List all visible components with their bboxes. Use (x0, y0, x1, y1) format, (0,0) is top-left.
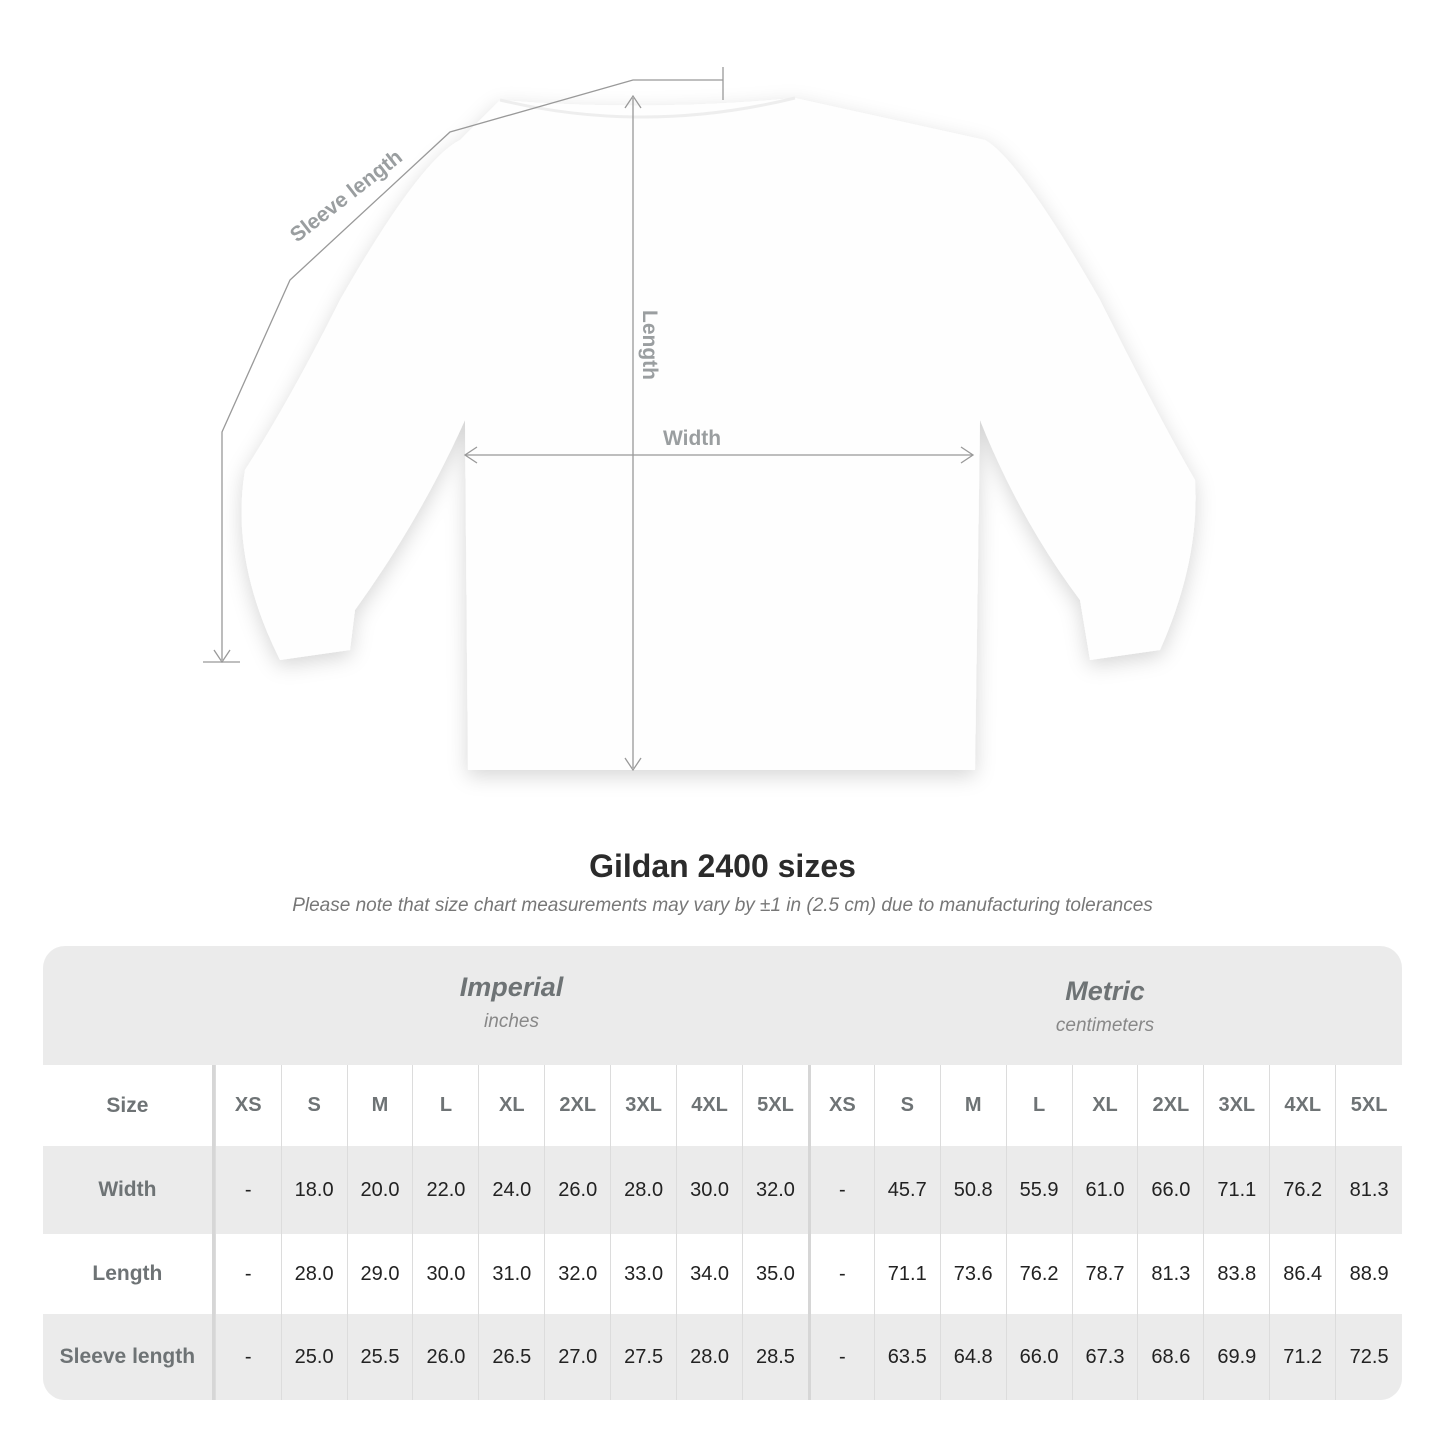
value-cell: 50.8 (939, 1146, 1006, 1234)
value-cell: - (214, 1234, 281, 1314)
value-cell: 55.9 (1005, 1146, 1072, 1234)
tolerance-note: Please note that size chart measurements… (292, 895, 1153, 916)
size-header-cell: 4XL (676, 1065, 742, 1146)
size-header-cell: 3XL (610, 1065, 676, 1146)
metric-header: Metric centimeters (808, 950, 1402, 1067)
value-cell: 34.0 (676, 1234, 742, 1314)
value-cell: - (214, 1146, 281, 1234)
value-cell: 35.0 (742, 1234, 808, 1314)
sleeve-measure-line (221, 79, 723, 660)
row-label: Length (43, 1234, 215, 1314)
value-cell: 88.9 (1335, 1234, 1402, 1314)
size-header-cell: 5XL (742, 1065, 808, 1146)
value-cell: 32.0 (742, 1146, 808, 1234)
length-label: Length (638, 310, 661, 380)
value-cell: 27.0 (544, 1314, 610, 1400)
value-cell: - (807, 1146, 874, 1234)
size-header-cell: XS (807, 1065, 874, 1146)
imperial-title: Imperial (459, 972, 564, 1002)
value-cell: 29.0 (346, 1234, 413, 1314)
value-cell: 26.0 (412, 1314, 478, 1400)
size-header-cell: 2XL (1137, 1065, 1203, 1146)
value-cell: 33.0 (610, 1234, 676, 1314)
size-table: Imperial inches Metric centimeters Size X… (43, 946, 1402, 1400)
size-header-cell: XL (478, 1065, 544, 1146)
value-cell: 78.7 (1071, 1234, 1138, 1314)
size-header-cell: 4XL (1269, 1065, 1335, 1146)
value-cell: 20.0 (346, 1146, 413, 1234)
value-cell: 61.0 (1071, 1146, 1138, 1234)
value-cell: - (214, 1314, 281, 1400)
imperial-unit: inches (484, 1011, 539, 1032)
value-cell: 24.0 (478, 1146, 544, 1234)
value-cell: 73.6 (939, 1234, 1006, 1314)
value-cell: 22.0 (412, 1146, 478, 1234)
size-header-cell: XS (214, 1065, 281, 1146)
value-cell: 64.8 (939, 1314, 1006, 1400)
page-title: Gildan 2400 sizes (589, 848, 856, 884)
metric-title: Metric (1065, 976, 1145, 1006)
value-cell: 66.0 (1137, 1146, 1203, 1234)
imperial-header: Imperial inches (215, 946, 808, 1063)
value-cell: 76.2 (1269, 1146, 1335, 1234)
value-cell: 25.0 (280, 1314, 347, 1400)
value-cell: 66.0 (1005, 1314, 1072, 1400)
width-label: Width (663, 427, 721, 450)
value-cell: 45.7 (873, 1146, 940, 1234)
shirt-diagram: Sleeve length Length Width (203, 67, 1196, 772)
value-cell: 76.2 (1005, 1234, 1072, 1314)
value-cell: 86.4 (1269, 1234, 1335, 1314)
metric-unit: centimeters (1055, 1015, 1155, 1036)
value-cell: 30.0 (676, 1146, 742, 1234)
value-cell: 18.0 (280, 1146, 347, 1234)
table-row: Length -28.0 29.0 30.0 31.0 32.0 33.0 34.0 35.0-… (43, 1234, 1402, 1314)
value-cell: 69.9 (1203, 1314, 1269, 1400)
size-header-cell: M (939, 1065, 1006, 1146)
value-cell: 27.5 (610, 1314, 676, 1400)
value-cell: 25.5 (346, 1314, 413, 1400)
value-cell: 28.0 (610, 1146, 676, 1234)
value-cell: 28.0 (280, 1234, 347, 1314)
value-cell: 81.3 (1335, 1146, 1402, 1234)
value-cell: 81.3 (1137, 1234, 1203, 1314)
value-cell: 67.3 (1071, 1314, 1138, 1400)
value-cell: 26.0 (544, 1146, 610, 1234)
table-row: Sleeve length -25.0 25.5 26.0 26.5 27.0 27.5 28… (43, 1314, 1402, 1400)
table-row: Width -18.0 20.0 22.0 24.0 26.0 28.0 30.0 32.0-4… (43, 1146, 1402, 1234)
value-cell: 28.5 (742, 1314, 808, 1400)
value-cell: 83.8 (1203, 1234, 1269, 1314)
value-cell: 71.1 (1203, 1146, 1269, 1234)
value-cell: 30.0 (412, 1234, 478, 1314)
row-label: Sleeve length (43, 1314, 215, 1400)
value-cell: 26.5 (478, 1314, 544, 1400)
value-cell: - (807, 1234, 874, 1314)
value-cell: 32.0 (544, 1234, 610, 1314)
size-header-cell: XL (1071, 1065, 1138, 1146)
value-cell: - (807, 1314, 874, 1400)
value-cell: 71.2 (1269, 1314, 1335, 1400)
size-header-cell: L (1005, 1065, 1072, 1146)
value-cell: 71.1 (873, 1234, 940, 1314)
size-header-cell: L (412, 1065, 478, 1146)
value-cell: 63.5 (873, 1314, 940, 1400)
size-header-cell: 2XL (544, 1065, 610, 1146)
value-cell: 31.0 (478, 1234, 544, 1314)
size-header-cell: 5XL (1335, 1065, 1402, 1146)
shirt-illustration (241, 98, 1196, 770)
size-header-cell: 3XL (1203, 1065, 1269, 1146)
value-cell: 72.5 (1335, 1314, 1402, 1400)
row-label: Width (43, 1146, 215, 1234)
value-cell: 28.0 (676, 1314, 742, 1400)
size-header-row: Size XS S M L XL 2XL 3XL 4XL 5XL XS S M L XL 2XL 3XL 4XL 5… (43, 1065, 1402, 1146)
value-cell: 68.6 (1137, 1314, 1203, 1400)
size-header-cell: S (280, 1065, 347, 1146)
row-label: Size (43, 1065, 215, 1146)
size-header-cell: M (346, 1065, 413, 1146)
size-header-cell: S (873, 1065, 940, 1146)
